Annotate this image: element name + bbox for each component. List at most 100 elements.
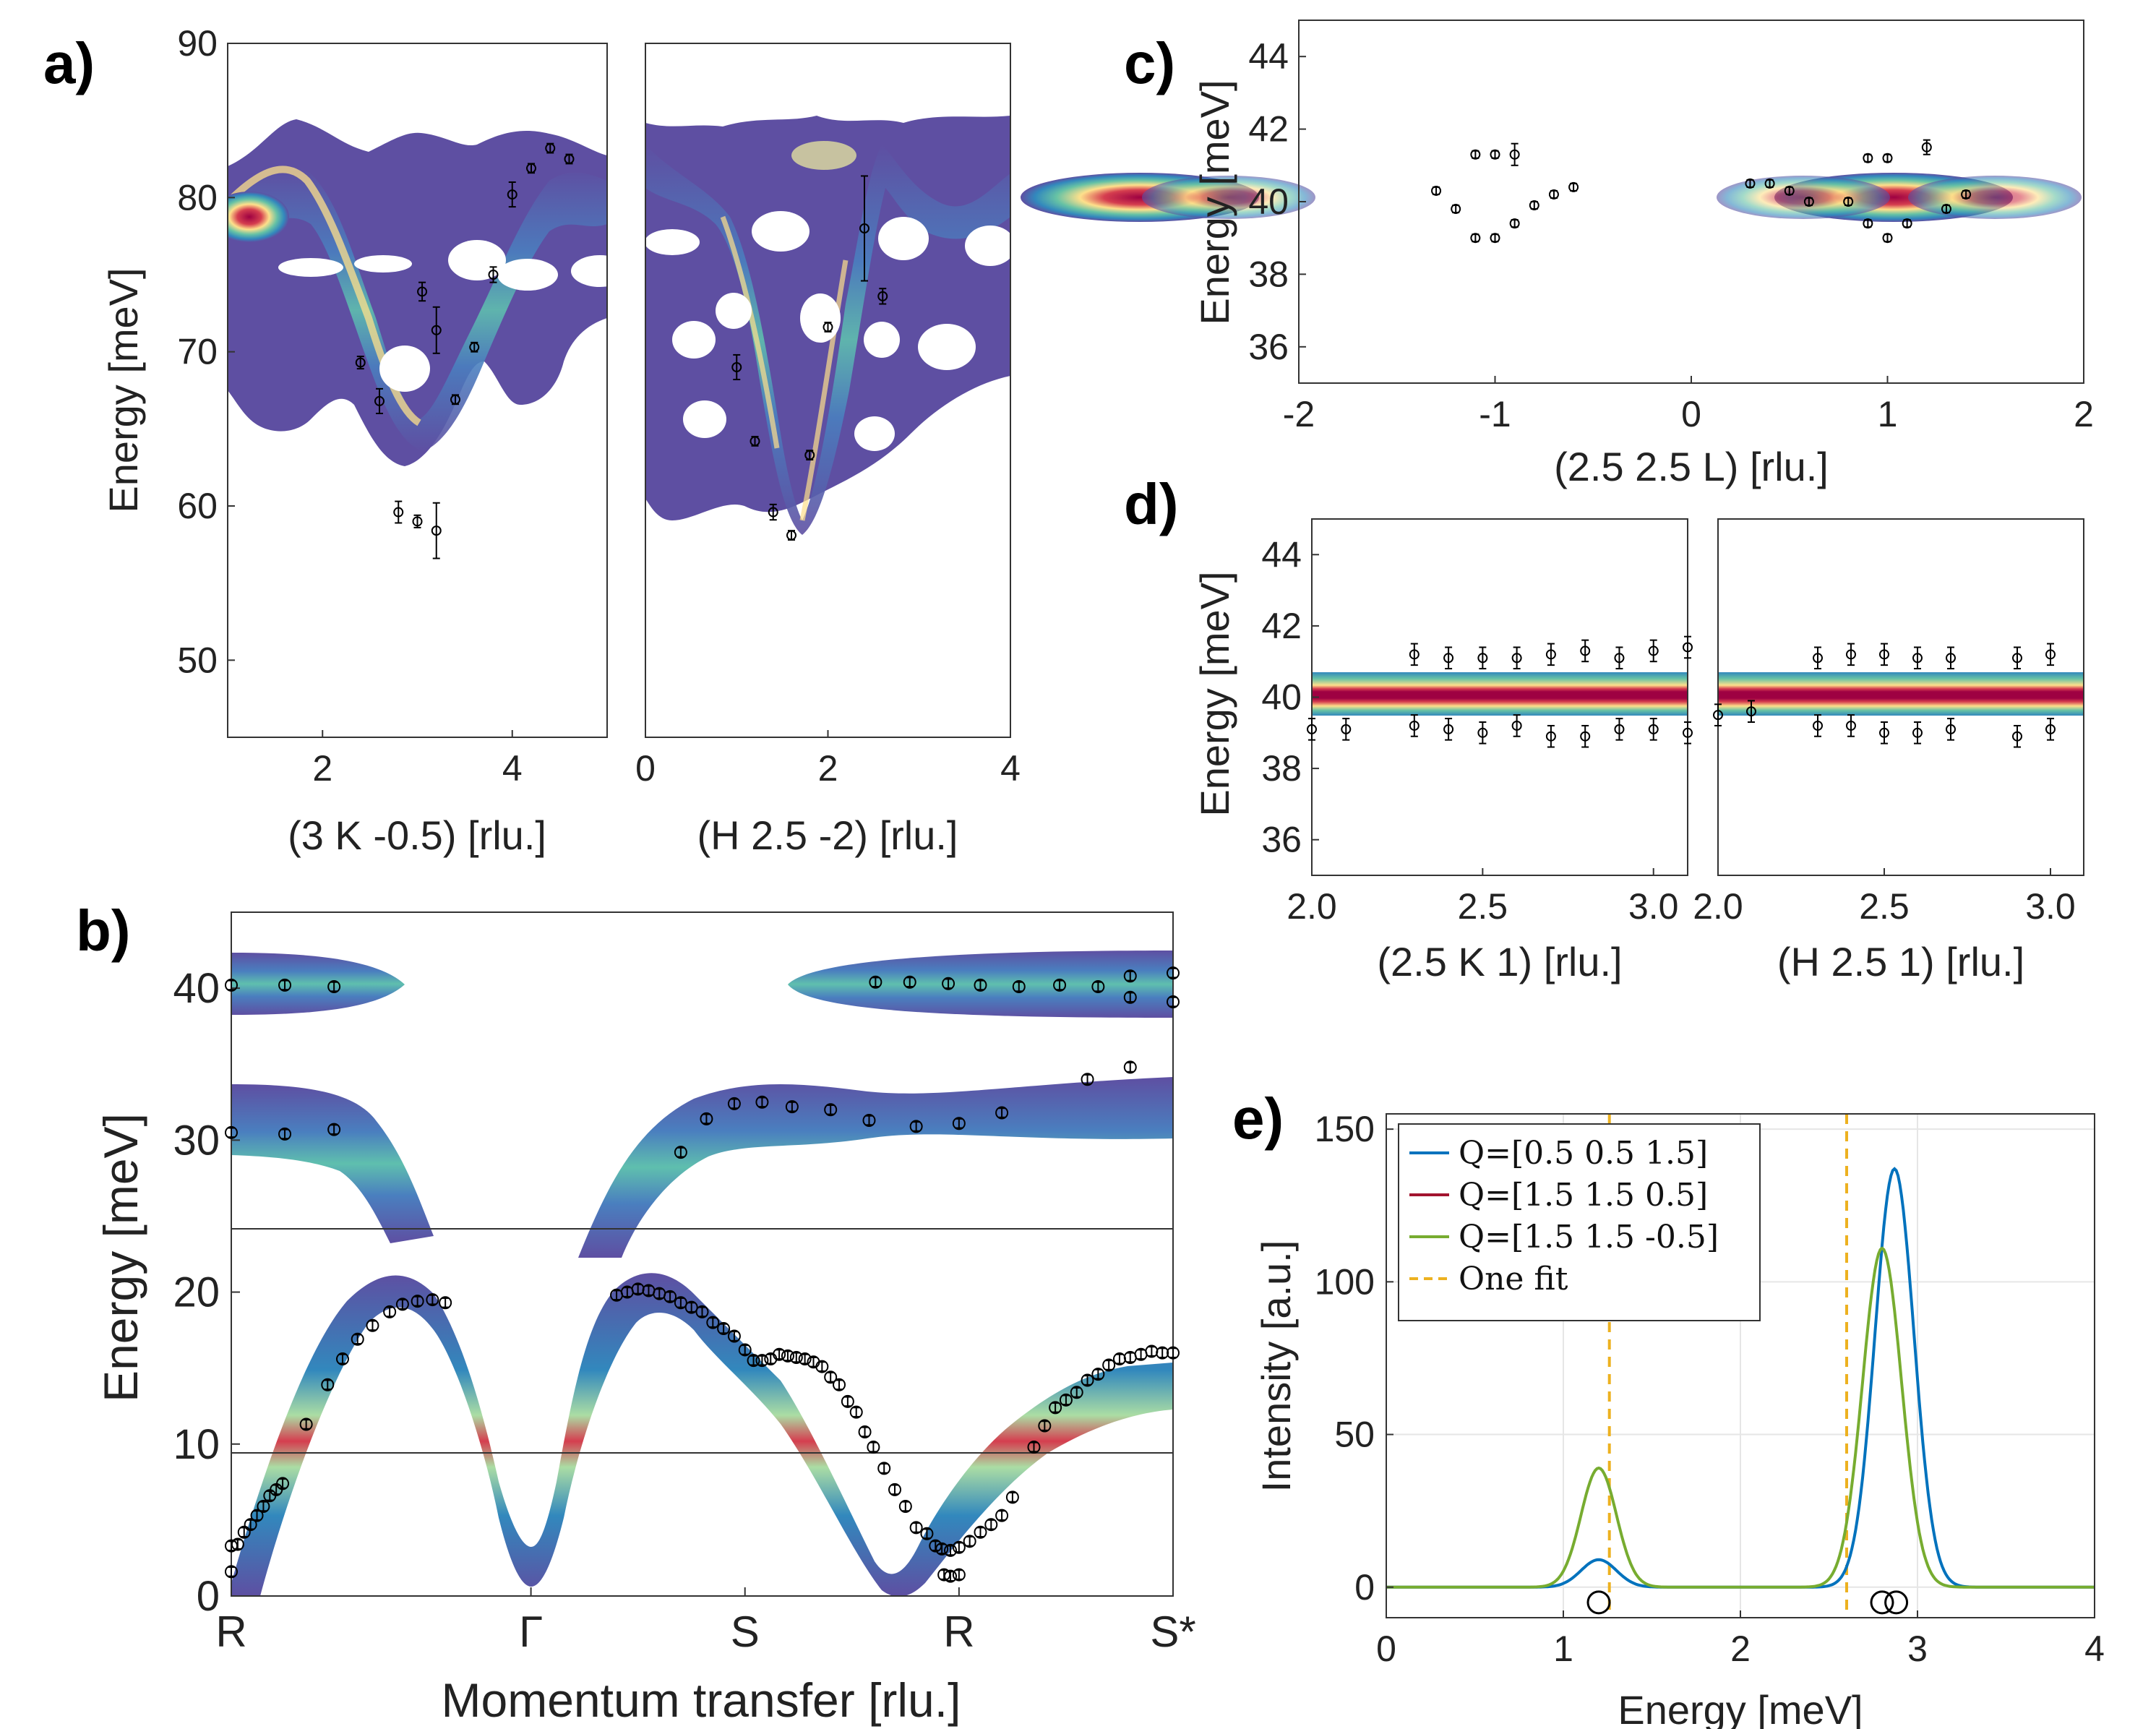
data-point bbox=[278, 978, 292, 992]
y-tick-label: 0 bbox=[197, 1573, 220, 1620]
data-point bbox=[1167, 995, 1180, 1009]
data-point bbox=[1443, 653, 1454, 664]
data-point bbox=[1470, 149, 1481, 160]
x-tick-label: R bbox=[943, 1608, 974, 1656]
x-tick-label: 2 bbox=[2074, 394, 2094, 434]
data-point bbox=[411, 1295, 424, 1308]
data-point bbox=[1882, 153, 1893, 163]
data-point bbox=[833, 1378, 846, 1391]
data-point bbox=[781, 1349, 794, 1363]
data-point bbox=[393, 507, 404, 518]
data-point bbox=[1081, 1373, 1094, 1387]
data-point bbox=[755, 1354, 769, 1368]
data-point bbox=[944, 1543, 958, 1557]
data-point bbox=[1307, 724, 1317, 734]
x-tick-label: S* bbox=[1150, 1608, 1195, 1656]
y-tick-label: 44 bbox=[1248, 36, 1289, 77]
data-point bbox=[276, 1477, 290, 1490]
data-point bbox=[1511, 720, 1522, 731]
x-tick-label: S bbox=[731, 1608, 760, 1656]
peak-marker bbox=[1870, 1590, 1894, 1615]
data-point bbox=[862, 1114, 876, 1128]
data-point bbox=[1049, 1401, 1062, 1415]
panel-a-right: 0 2 4 (H 2.5 -2) [rlu.] bbox=[635, 43, 1021, 858]
y-tick-label: 150 bbox=[1315, 1109, 1375, 1149]
data-point bbox=[1784, 185, 1795, 196]
y-tick-label: 42 bbox=[1248, 109, 1289, 150]
data-point bbox=[1123, 1060, 1137, 1074]
data-point bbox=[867, 1440, 880, 1454]
y-tick-label: 40 bbox=[173, 965, 220, 1012]
panel-label-e: e) bbox=[1232, 1086, 1284, 1151]
data-point bbox=[1941, 204, 1951, 215]
data-point bbox=[747, 1354, 760, 1368]
data-point bbox=[1005, 1490, 1019, 1504]
data-point bbox=[431, 325, 442, 335]
data-point bbox=[355, 357, 366, 368]
data-point bbox=[773, 1347, 786, 1361]
data-point bbox=[2012, 731, 2022, 742]
y-tick-label: 36 bbox=[1261, 820, 1302, 860]
series-line bbox=[1386, 1246, 2095, 1589]
data-point bbox=[374, 395, 385, 406]
data-point bbox=[849, 1405, 863, 1419]
data-point bbox=[888, 1483, 902, 1496]
data-point bbox=[877, 291, 888, 301]
y-tick-label: 100 bbox=[1315, 1261, 1375, 1302]
data-point bbox=[750, 436, 760, 447]
data-point bbox=[674, 1146, 687, 1159]
data-point bbox=[564, 154, 575, 164]
data-point bbox=[250, 1509, 264, 1522]
data-point bbox=[2012, 653, 2022, 664]
data-point bbox=[731, 362, 742, 372]
data-point bbox=[327, 980, 341, 994]
a-left-heatmap bbox=[228, 119, 607, 466]
data-point bbox=[1167, 966, 1180, 980]
x-tick-label: 4 bbox=[2084, 1629, 2105, 1669]
x-tick-label: 3 bbox=[1907, 1629, 1928, 1669]
data-point bbox=[785, 1100, 799, 1114]
data-point bbox=[1038, 1419, 1052, 1433]
data-point bbox=[786, 530, 796, 541]
data-point bbox=[278, 1127, 292, 1141]
data-point bbox=[366, 1318, 379, 1332]
data-point bbox=[237, 1525, 251, 1539]
e-legend: Q=[0.5 0.5 1.5] Q=[1.5 1.5 0.5] Q=[1.5 1… bbox=[1398, 1123, 1761, 1321]
data-point bbox=[1027, 1440, 1041, 1454]
data-point bbox=[526, 163, 536, 173]
data-point bbox=[1580, 645, 1591, 656]
data-point bbox=[1081, 1073, 1094, 1086]
data-point bbox=[995, 1106, 1009, 1120]
y-tick-label: 38 bbox=[1248, 254, 1289, 294]
data-point bbox=[738, 1343, 752, 1357]
data-point bbox=[935, 1542, 949, 1556]
data-point bbox=[1509, 149, 1520, 160]
data-point bbox=[383, 1305, 397, 1318]
panel-e: 0 1 2 3 4 0 50 100 150 Q=[0.5 0.5 1.5] Q=[1.5 1.… bbox=[1253, 1109, 2105, 1729]
data-point bbox=[1070, 1386, 1083, 1399]
data-point bbox=[1102, 1358, 1116, 1372]
y-tick-label: 42 bbox=[1261, 606, 1302, 646]
data-point bbox=[952, 1540, 966, 1554]
data-point bbox=[727, 1097, 741, 1110]
peak-marker bbox=[1884, 1590, 1909, 1615]
data-point bbox=[952, 1568, 966, 1582]
x-tick-label: 3.0 bbox=[1628, 886, 1679, 927]
y-tick-label: 50 bbox=[177, 640, 218, 680]
x-tick-label: 2 bbox=[818, 748, 838, 789]
data-point bbox=[1746, 706, 1756, 717]
data-point bbox=[225, 1565, 238, 1579]
peak-marker bbox=[1586, 1590, 1611, 1615]
data-point bbox=[1012, 980, 1026, 994]
y-tick-label: 70 bbox=[177, 332, 218, 372]
data-point bbox=[1882, 233, 1893, 244]
data-point bbox=[1490, 233, 1500, 244]
d-right-xlabel: (H 2.5 1) [rlu.] bbox=[1777, 939, 2024, 984]
x-tick-label: 0 bbox=[1376, 1629, 1396, 1669]
data-point bbox=[1568, 181, 1579, 192]
data-point bbox=[225, 978, 238, 992]
data-point bbox=[674, 1296, 687, 1310]
legend-series-2: Q=[1.5 1.5 0.5] bbox=[1459, 1177, 1708, 1214]
data-point bbox=[412, 516, 423, 527]
e-ylabel: Intensity [a.u.] bbox=[1253, 1240, 1299, 1493]
